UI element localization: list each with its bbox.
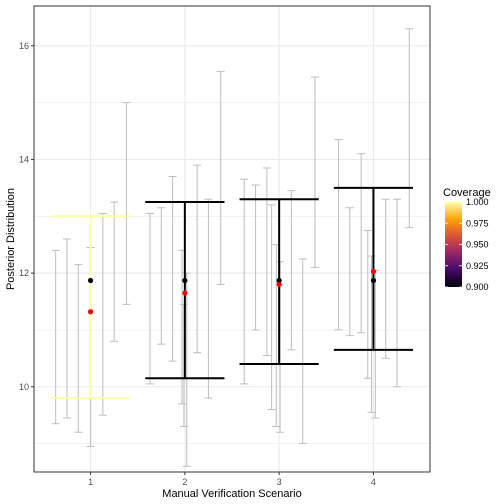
posterior-interval: [267, 204, 276, 410]
estimate-point: [182, 290, 188, 296]
posterior-interval: [51, 249, 60, 425]
legend-tick-label: 0.975: [466, 218, 489, 228]
posterior-interval: [204, 198, 213, 399]
posterior-interval: [193, 164, 202, 354]
summary-interval: [50, 215, 131, 400]
posterior-interval: [345, 207, 354, 337]
y-axis: 10 12 14 16: [19, 41, 34, 392]
y-tick-label: 10: [19, 382, 29, 392]
legend-title: Coverage: [443, 187, 491, 199]
legend-tick-label: 0.950: [466, 240, 489, 250]
posterior-interval: [122, 102, 131, 305]
posterior-interval: [74, 264, 83, 433]
posterior-interval: [240, 178, 249, 385]
estimate-point: [370, 268, 377, 274]
x-axis-title: Manual Verification Scenario: [162, 488, 301, 500]
legend-tick-label: 0.925: [466, 261, 489, 271]
plot-panel: [34, 6, 430, 472]
posterior-interval: [110, 201, 119, 342]
legend-tick-label: 0.900: [466, 282, 489, 292]
panel-border: [33, 5, 431, 473]
gray-interval-layer: [51, 28, 414, 467]
posterior-interval: [251, 184, 260, 331]
estimate-point: [276, 281, 282, 288]
y-tick-label: 12: [19, 268, 29, 278]
y-tick-label: 16: [19, 41, 29, 51]
true-value-point: [276, 277, 282, 284]
legend-ticks: 1.000 0.975 0.950 0.925 0.900: [445, 197, 489, 292]
x-tick-label: 4: [371, 477, 376, 487]
posterior-interval: [357, 153, 366, 334]
coverage-legend: Coverage 1.000 0.975 0.950 0.925 0.900: [443, 187, 491, 292]
true-value-point: [87, 277, 94, 284]
posterior-interval: [157, 207, 166, 345]
x-tick-label: 2: [182, 477, 187, 487]
posterior-interval: [168, 175, 177, 362]
posterior-interval: [363, 229, 372, 379]
x-tick-label: 3: [277, 477, 282, 487]
posterior-interval: [287, 190, 296, 351]
y-axis-title: Posterior Distribution: [5, 188, 17, 290]
posterior-interval: [298, 258, 307, 445]
legend-tick-label: 1.000: [466, 197, 489, 207]
posterior-interval: [393, 198, 401, 388]
summary-interval: [145, 201, 225, 380]
estimate-point: [87, 309, 94, 315]
posterior-interval: [334, 139, 343, 331]
posterior-interval: [145, 212, 154, 385]
posterior-interval: [98, 212, 107, 416]
x-axis: 1 2 3 4: [88, 472, 376, 487]
true-value-point: [370, 277, 377, 284]
true-value-point: [182, 277, 188, 284]
posterior-interval: [381, 198, 390, 359]
posterior-interval: [216, 70, 225, 285]
posterior-interval: [310, 76, 319, 268]
posterior-interval: [405, 28, 414, 229]
x-tick-label: 1: [88, 477, 93, 487]
point-layer: [87, 268, 377, 315]
y-tick-label: 14: [19, 154, 29, 164]
coverage-colorbar: [445, 202, 462, 287]
posterior-interval: [63, 238, 71, 419]
